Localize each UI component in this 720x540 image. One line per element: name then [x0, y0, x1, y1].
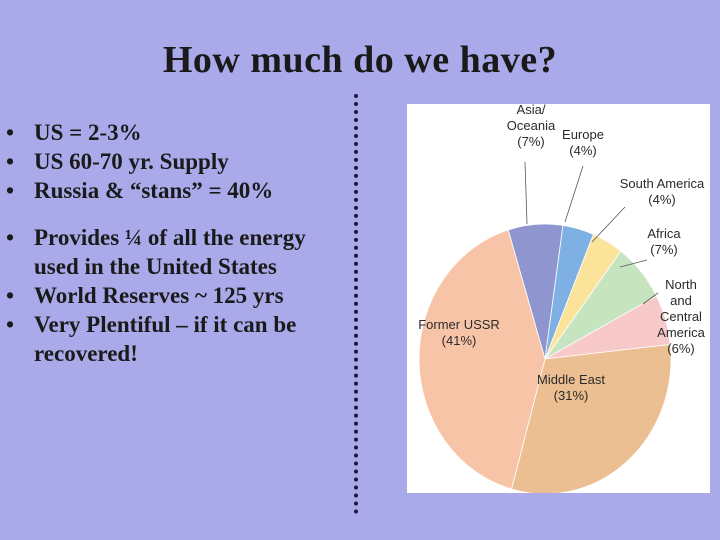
bullet-icon: • — [6, 312, 15, 337]
bullet-icon: • — [6, 120, 15, 145]
slice-label-line: (6%) — [667, 341, 694, 356]
bullet-text: World Reserves ~ 125 yrs — [34, 283, 284, 308]
slice-label: Middle East (31%) — [537, 372, 605, 403]
bullet-icon: • — [6, 178, 15, 203]
bullet-list: • US = 2-3% • US 60-70 yr. Supply • Russia … — [6, 118, 351, 368]
bullet-item: • Very Plentiful – if it can be recovered… — [6, 310, 351, 368]
dotted-divider — [354, 94, 358, 514]
bullet-item: • Provides ¼ of all the energy used in th… — [6, 223, 351, 281]
slice-label-line: Europe — [562, 127, 604, 142]
slice-label-line: Asia/ — [517, 104, 546, 117]
bullet-icon: • — [6, 283, 15, 308]
bullet-icon: • — [6, 149, 15, 174]
slice-label-line: (4%) — [569, 143, 596, 158]
slice-label-line: Africa — [647, 226, 681, 241]
pie-slice — [418, 229, 546, 490]
slice-label-line: Oceania — [507, 118, 556, 133]
slice-label: Former USSR (41%) — [418, 317, 500, 348]
leader-line — [619, 259, 648, 268]
leader-line — [524, 161, 528, 225]
slice-label-line: Former USSR — [418, 317, 500, 332]
bullet-text: Russia & “stans” = 40% — [34, 178, 274, 203]
bullet-icon: • — [6, 225, 15, 250]
slice-label-line: and — [670, 293, 692, 308]
slice-label: North and Central America (6%) — [657, 277, 705, 356]
bullet-item: • Russia & “stans” = 40% — [6, 176, 351, 205]
slice-label-line: South America — [620, 176, 705, 191]
slice-label-line: (7%) — [517, 134, 544, 149]
slice-label-line: North — [665, 277, 697, 292]
slice-label-line: Central — [660, 309, 702, 324]
pie-chart: Asia/Oceania (7%) Europe (4%)South America(… — [418, 104, 706, 493]
pie-slice — [511, 343, 672, 493]
leader-line — [591, 206, 626, 243]
pie-chart-panel: Asia/Oceania (7%) Europe (4%) South America(… — [407, 104, 710, 493]
leader-line — [642, 292, 659, 305]
slice-label-line: (4%) — [648, 192, 675, 207]
slice-label-line: (41%) — [442, 333, 477, 348]
slice-label-line: (31%) — [554, 388, 589, 403]
bullet-text: US 60-70 yr. Supply — [34, 149, 229, 174]
slice-label: Asia/Oceania (7%) — [507, 104, 556, 149]
slice-label: Europe (4%) — [562, 127, 604, 158]
bullet-text: US = 2-3% — [34, 120, 142, 145]
slice-label-line: Middle East — [537, 372, 605, 387]
bullet-item: • US 60-70 yr. Supply — [6, 147, 351, 176]
slide-title: How much do we have? — [162, 39, 558, 81]
bullet-text: Provides ¼ of all the energy used in the… — [34, 225, 306, 279]
bullet-item: • US = 2-3% — [6, 118, 351, 147]
slice-label: South America (4%) — [620, 176, 705, 207]
slice-label: Africa (7%) — [647, 226, 681, 257]
bullet-text: Very Plentiful – if it can be recovered! — [34, 312, 297, 366]
bullet-item: • World Reserves ~ 125 yrs — [6, 281, 351, 310]
leader-line — [564, 165, 584, 223]
slice-label-line: America — [657, 325, 705, 340]
slice-label-line: (7%) — [650, 242, 677, 257]
